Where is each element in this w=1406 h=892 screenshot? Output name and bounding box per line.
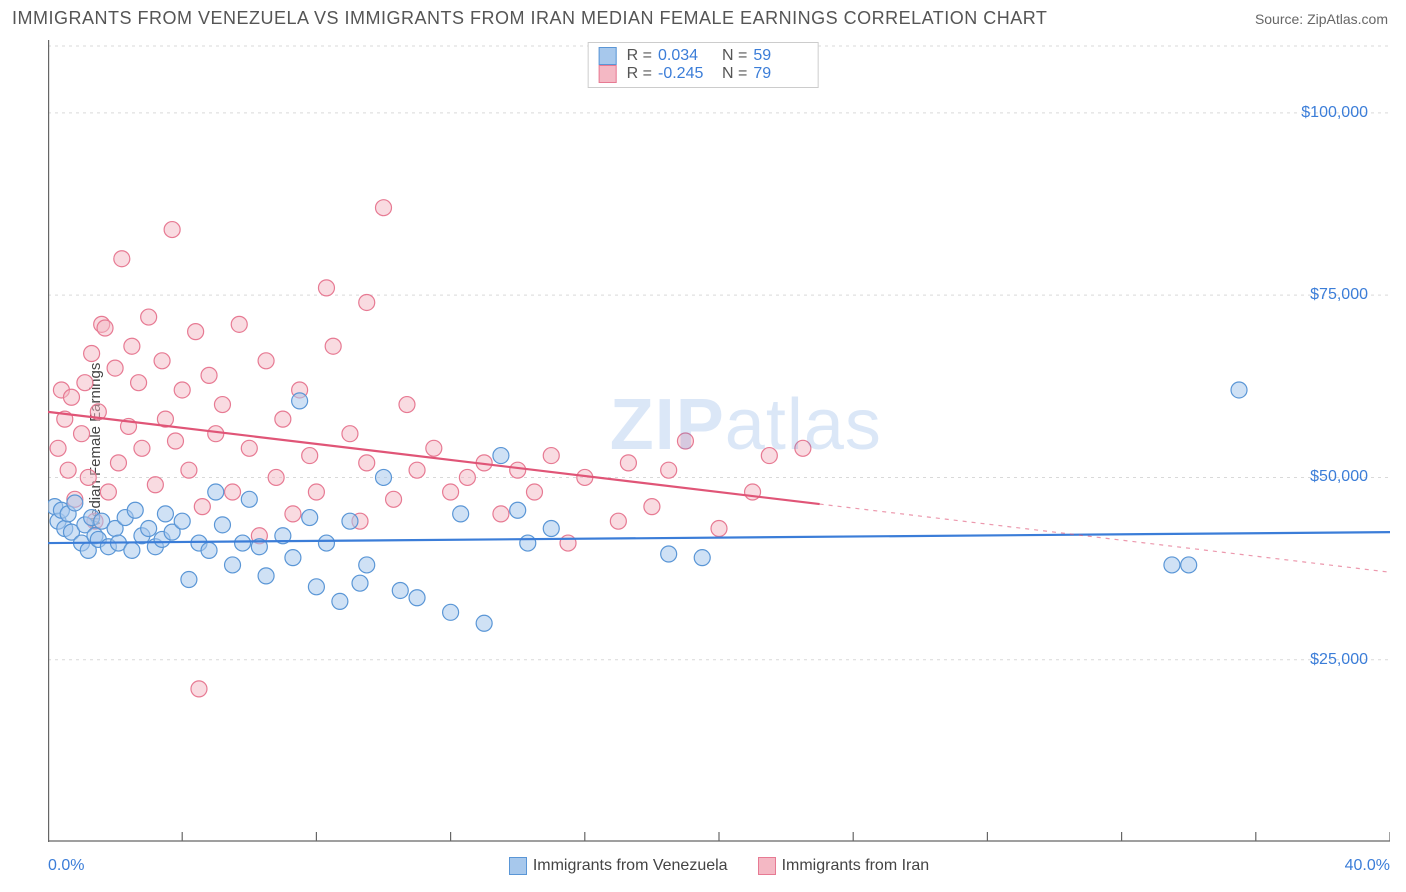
legend-item-venezuela: Immigrants from Venezuela (509, 857, 728, 875)
scatter-plot (48, 40, 1390, 842)
n-value-venezuela: 59 (753, 47, 807, 65)
correlation-legend: R = 0.034 N = 59 R = -0.245 N = 79 (588, 42, 819, 88)
n-value-iran: 79 (753, 65, 807, 83)
legend-row-iran: R = -0.245 N = 79 (599, 65, 808, 83)
chart-area: ZIPatlas $25,000$50,000$75,000$100,000 (48, 40, 1390, 842)
swatch-iran-icon (758, 857, 776, 875)
header: IMMIGRANTS FROM VENEZUELA VS IMMIGRANTS … (0, 0, 1406, 33)
y-tick-label: $25,000 (1310, 651, 1368, 669)
n-label: N = (722, 47, 747, 65)
r-label: R = (627, 47, 652, 65)
y-tick-label: $100,000 (1301, 104, 1368, 122)
source-label: Source: ZipAtlas.com (1255, 11, 1388, 27)
y-tick-label: $50,000 (1310, 468, 1368, 486)
r-label: R = (627, 65, 652, 83)
r-value-iran: -0.245 (658, 65, 712, 83)
footer: 0.0% 40.0% Immigrants from Venezuela Imm… (48, 848, 1390, 884)
r-value-venezuela: 0.034 (658, 47, 712, 65)
swatch-venezuela-icon (509, 857, 527, 875)
legend-row-venezuela: R = 0.034 N = 59 (599, 47, 808, 65)
legend-label-venezuela: Immigrants from Venezuela (533, 857, 728, 875)
swatch-iran-icon (599, 65, 617, 83)
chart-title: IMMIGRANTS FROM VENEZUELA VS IMMIGRANTS … (12, 8, 1047, 29)
bottom-legend: Immigrants from Venezuela Immigrants fro… (48, 857, 1390, 875)
legend-item-iran: Immigrants from Iran (758, 857, 930, 875)
legend-label-iran: Immigrants from Iran (782, 857, 930, 875)
y-tick-label: $75,000 (1310, 286, 1368, 304)
swatch-venezuela-icon (599, 47, 617, 65)
n-label: N = (722, 65, 747, 83)
